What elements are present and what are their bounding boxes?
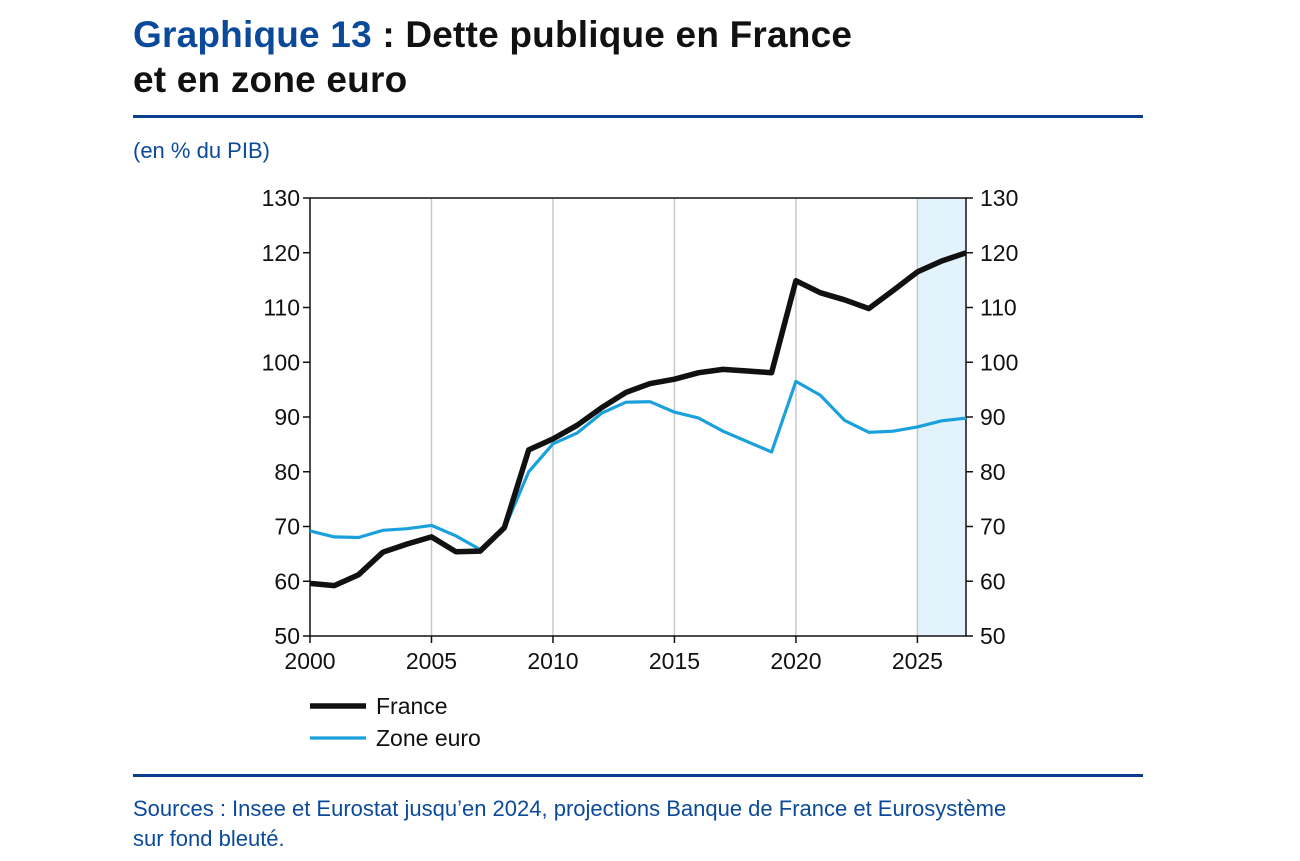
x-tick-label-2015: 2015 bbox=[649, 648, 700, 674]
x-tick-label-2000: 2000 bbox=[284, 648, 335, 674]
x-tick-label-2020: 2020 bbox=[770, 648, 821, 674]
y-axis-ticks: 50 50 60 60 70 70 80 80 90 90 100 100 110 110 120 120 13… bbox=[262, 185, 1019, 649]
plot-frame bbox=[309, 197, 967, 637]
y-tick-label-left-100: 100 bbox=[262, 349, 300, 375]
y-tick-label-right-120: 120 bbox=[980, 240, 1018, 266]
series-line-france bbox=[309, 250, 967, 589]
x-tick-label-2025: 2025 bbox=[892, 648, 943, 674]
y-tick-label-left-90: 90 bbox=[274, 404, 300, 430]
top-divider bbox=[133, 115, 1143, 118]
chart-title-line2: et en zone euro bbox=[133, 59, 408, 100]
y-tick-label-left-120: 120 bbox=[262, 240, 300, 266]
y-tick-label-right-70: 70 bbox=[980, 514, 1006, 540]
legend-label-france: France bbox=[376, 693, 448, 719]
sources-line-2: sur fond bleuté. bbox=[133, 826, 285, 851]
x-axis-ticks: 2000 2005 2010 2015 2020 2025 bbox=[284, 636, 943, 674]
y-tick-label-right-90: 90 bbox=[980, 404, 1006, 430]
x-tick-label-2010: 2010 bbox=[527, 648, 578, 674]
x-tick-label-2005: 2005 bbox=[406, 648, 457, 674]
legend: France Zone euro bbox=[310, 693, 481, 751]
y-tick-label-right-100: 100 bbox=[980, 349, 1018, 375]
y-tick-label-left-60: 60 bbox=[274, 568, 300, 594]
unit-label: (en % du PIB) bbox=[133, 138, 270, 163]
y-tick-label-left-80: 80 bbox=[274, 459, 300, 485]
chart-title-number: Graphique 13 bbox=[133, 14, 372, 55]
sources-line-1: Sources : Insee et Eurostat jusqu’en 202… bbox=[133, 796, 1007, 821]
y-tick-label-left-110: 110 bbox=[263, 295, 300, 321]
y-tick-label-right-130: 130 bbox=[980, 185, 1018, 211]
chart-title: Graphique 13 : Dette publique en France e… bbox=[133, 12, 1143, 102]
bottom-divider bbox=[133, 774, 1143, 777]
y-tick-label-right-110: 110 bbox=[980, 295, 1017, 321]
y-tick-label-right-50: 50 bbox=[980, 623, 1006, 649]
y-tick-label-left-70: 70 bbox=[274, 514, 300, 540]
chart-title-text: : Dette publique en France bbox=[371, 14, 853, 55]
grid-lines bbox=[430, 198, 919, 636]
y-tick-label-left-50: 50 bbox=[274, 623, 300, 649]
y-tick-label-left-130: 130 bbox=[262, 185, 300, 211]
y-tick-label-right-80: 80 bbox=[980, 459, 1006, 485]
legend-label-zone-euro: Zone euro bbox=[376, 725, 481, 751]
series-line-zone-euro bbox=[309, 379, 967, 552]
y-tick-label-right-60: 60 bbox=[980, 568, 1006, 594]
sources-note: Sources : Insee et Eurostat jusqu’en 202… bbox=[133, 794, 1163, 854]
